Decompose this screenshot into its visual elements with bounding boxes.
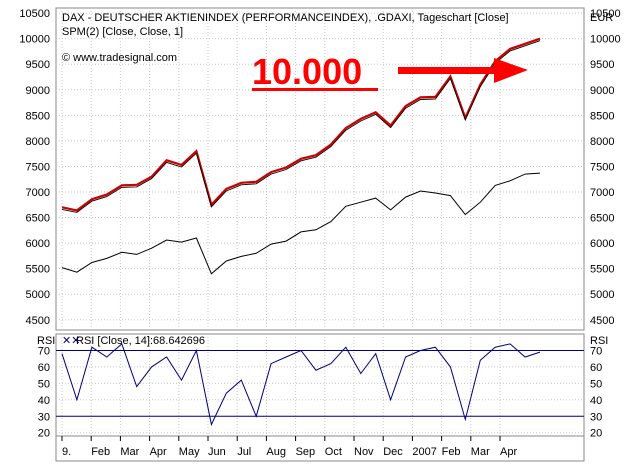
x-tick-label: Mar (471, 446, 490, 458)
x-tick-label: Apr (150, 446, 167, 458)
price-y-tick-label-left: 8000 (26, 136, 50, 148)
price-y-tick-label-left: 8500 (26, 110, 50, 122)
series-spm-shadow-line (61, 40, 541, 213)
price-y-tick-label-left: 7000 (26, 187, 50, 199)
rsi-axis-label-left: RSI (37, 335, 55, 347)
chart-title: DAX - DEUTSCHER AKTIENINDEX (PERFORMANCE… (62, 12, 509, 24)
x-tick-label: 2007 (412, 446, 436, 458)
x-tick-label: May (179, 446, 200, 458)
x-tick-label: Jul (237, 446, 251, 458)
annotation-arrow-head (494, 58, 528, 83)
price-y-tick-label-left: 10000 (19, 34, 50, 46)
rsi-y-tick-label-left: 20 (38, 428, 50, 440)
x-tick-label: Mar (120, 446, 139, 458)
series-rsi-line (61, 343, 541, 427)
price-y-tick-label-left: 10500 (19, 8, 50, 20)
currency-label: EUR (590, 12, 613, 24)
x-tick-label: Nov (354, 446, 374, 458)
rsi-y-tick-label-right: 60 (590, 362, 602, 374)
rsi-y-tick-label-right: 70 (590, 345, 602, 357)
annotation-underline (252, 88, 378, 91)
x-tick-label: Aug (266, 446, 286, 458)
price-y-tick-label-right: 9500 (590, 59, 614, 71)
rsi-y-tick-label-right: 50 (590, 378, 602, 390)
x-tick-label: Jun (208, 446, 226, 458)
annotation-arrow-shaft (398, 67, 498, 74)
price-y-tick-label-right: 10000 (590, 34, 621, 46)
rsi-legend: ✕✕ RSI [Close, 14]:68.642696 (62, 335, 205, 347)
copyright-label: © www.tradesignal.com (62, 52, 177, 64)
x-tick-label: Sep (296, 446, 316, 458)
rsi-legend-icon: ✕✕ (62, 335, 80, 347)
rsi-y-tick-label-right: 40 (590, 395, 602, 407)
series-layer (61, 37, 541, 427)
chart-subtitle: SPM(2) [Close, Close, 1] (62, 26, 183, 38)
price-y-tick-label-left: 9500 (26, 59, 50, 71)
price-y-tick-label-left: 7500 (26, 161, 50, 173)
rsi-bands (56, 349, 584, 417)
price-y-tick-label-right: 5500 (590, 264, 614, 276)
x-tick-label: Oct (325, 446, 342, 458)
price-y-tick-label-right: 8500 (590, 110, 614, 122)
rsi-axis-label-right: RSI (590, 335, 608, 347)
price-y-tick-label-right: 8000 (590, 136, 614, 148)
price-y-tick-label-left: 4500 (26, 315, 50, 327)
price-y-tick-label-left: 6500 (26, 213, 50, 225)
price-y-tick-label-right: 4500 (590, 315, 614, 327)
price-y-tick-label-right: 10500 (590, 8, 621, 20)
x-tick-label: Dec (383, 446, 403, 458)
price-y-tick-label-right: 9000 (590, 85, 614, 97)
rsi-legend-text: RSI [Close, 14]:68.642696 (76, 335, 205, 347)
x-tick-label: Feb (442, 446, 461, 458)
price-y-tick-label-left: 9000 (26, 85, 50, 97)
price-y-tick-label-right: 7500 (590, 161, 614, 173)
price-y-tick-label-right: 6500 (590, 213, 614, 225)
x-tick-label: 9. (62, 446, 71, 458)
price-y-tick-label-left: 6000 (26, 238, 50, 250)
price-y-tick-label-left: 5000 (26, 289, 50, 301)
rsi-y-tick-label-right: 20 (590, 428, 602, 440)
price-y-tick-label-right: 7000 (590, 187, 614, 199)
x-tick-label: Apr (500, 446, 517, 458)
price-y-tick-label-right: 5000 (590, 289, 614, 301)
rsi-y-tick-label-right: 30 (590, 411, 602, 423)
tick-labels: 9. Feb Mar Apr May Jun Jul Aug Sep Oct Nov Dec 2007 F… (19, 8, 620, 458)
price-y-tick-label-right: 6000 (590, 238, 614, 250)
x-tick-label: Feb (91, 446, 110, 458)
price-panel-frame (55, 7, 585, 331)
grid-layer (56, 8, 584, 436)
rsi-y-tick-label-left: 40 (38, 395, 50, 407)
annotation-text: 10.000 (252, 51, 362, 92)
series-dax-line (61, 172, 541, 275)
rsi-y-tick-label-left: 60 (38, 362, 50, 374)
rsi-y-tick-label-left: 70 (38, 345, 50, 357)
price-y-tick-label-left: 5500 (26, 264, 50, 276)
series-spm-line (61, 37, 541, 212)
x-axis-frame (55, 435, 585, 462)
rsi-y-tick-label-left: 30 (38, 411, 50, 423)
rsi-y-tick-label-left: 50 (38, 378, 50, 390)
